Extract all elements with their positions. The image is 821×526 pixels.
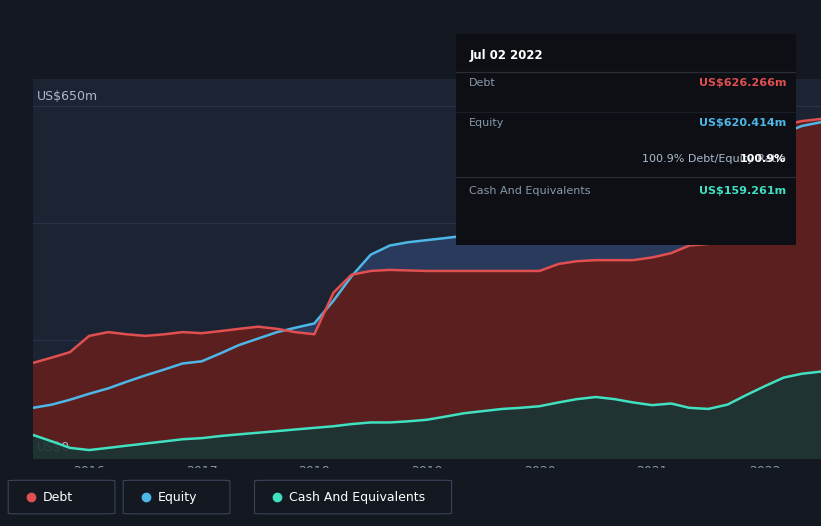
Text: 100.9%: 100.9% — [740, 154, 787, 164]
Text: US$0: US$0 — [37, 441, 70, 454]
Text: US$626.266m: US$626.266m — [699, 78, 787, 88]
Text: 100.9% Debt/Equity Ratio: 100.9% Debt/Equity Ratio — [642, 154, 787, 164]
Text: Cash And Equivalents: Cash And Equivalents — [289, 491, 425, 503]
Text: US$650m: US$650m — [37, 90, 98, 103]
Text: Debt: Debt — [43, 491, 73, 503]
Text: US$620.414m: US$620.414m — [699, 118, 787, 128]
Text: Cash And Equivalents: Cash And Equivalents — [470, 186, 591, 196]
Text: US$159.261m: US$159.261m — [699, 186, 787, 196]
Text: Equity: Equity — [470, 118, 505, 128]
Text: Debt: Debt — [470, 78, 496, 88]
Text: Jul 02 2022: Jul 02 2022 — [470, 49, 543, 62]
Text: Equity: Equity — [158, 491, 197, 503]
